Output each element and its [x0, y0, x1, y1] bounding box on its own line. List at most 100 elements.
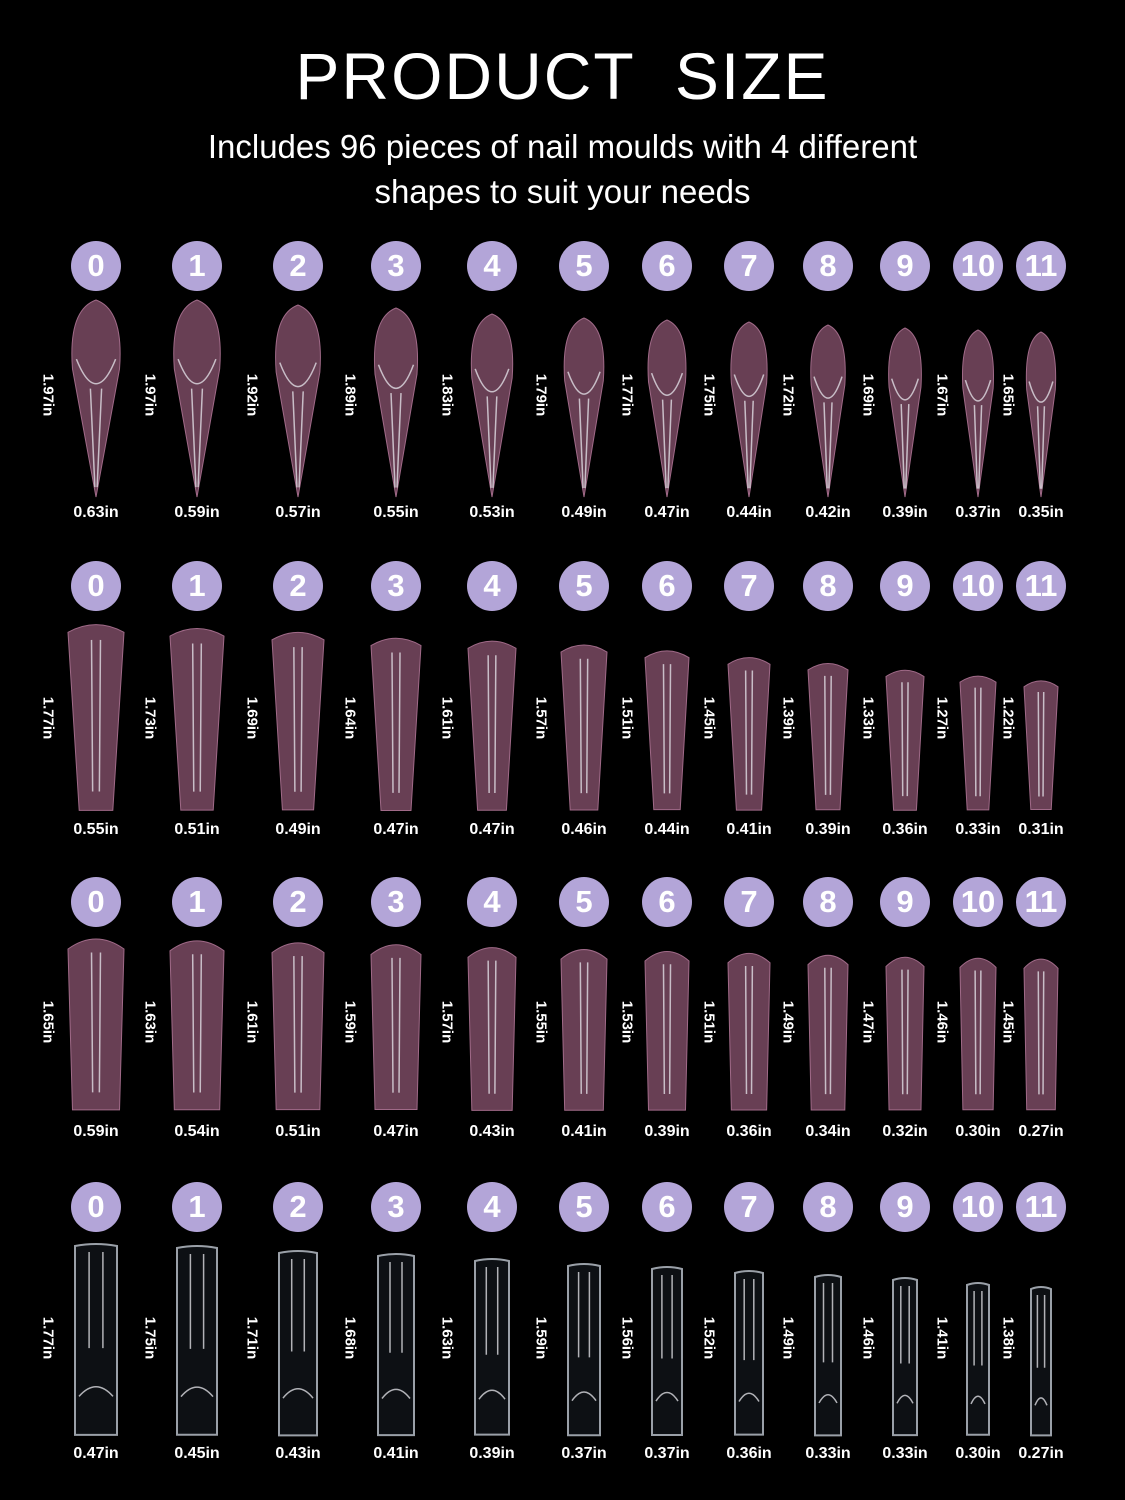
width-label: 0.63in — [73, 504, 119, 521]
nail-mould-stiletto — [961, 329, 995, 498]
nail-mould-stiletto — [173, 299, 221, 498]
size-badge: 2 — [273, 241, 323, 291]
size-badge: 10 — [953, 877, 1003, 927]
length-label: 1.61in — [243, 1000, 261, 1044]
size-badge: 2 — [273, 561, 323, 611]
nail-mould-square-round — [885, 956, 925, 1111]
width-label: 0.55in — [73, 821, 119, 838]
length-label: 1.68in — [341, 1316, 359, 1360]
width-label: 0.53in — [469, 504, 515, 521]
width-label: 0.43in — [469, 1123, 515, 1140]
length-label: 1.72in — [779, 373, 797, 417]
size-badge: 6 — [642, 1182, 692, 1232]
width-label: 0.41in — [726, 821, 772, 838]
length-label: 1.49in — [779, 1000, 797, 1044]
size-badge: 4 — [467, 241, 517, 291]
size-badge: 9 — [880, 241, 930, 291]
size-badge: 6 — [642, 561, 692, 611]
length-label: 1.46in — [859, 1316, 877, 1360]
width-label: 0.33in — [805, 1445, 851, 1462]
size-badge: 8 — [803, 241, 853, 291]
nail-mould-coffin — [169, 627, 225, 811]
length-label: 1.79in — [532, 373, 550, 417]
width-label: 0.31in — [1018, 821, 1064, 838]
width-label: 0.39in — [805, 821, 851, 838]
nail-mould-coffin — [67, 623, 125, 811]
nail-mould-stiletto — [470, 313, 514, 498]
width-label: 0.44in — [644, 821, 690, 838]
size-badge: 10 — [953, 241, 1003, 291]
size-badge: 1 — [172, 561, 222, 611]
width-label: 0.30in — [955, 1445, 1001, 1462]
size-badge: 0 — [71, 561, 121, 611]
nail-mould-square-round — [67, 938, 125, 1111]
width-label: 0.41in — [373, 1445, 419, 1462]
length-label: 1.65in — [39, 1000, 57, 1044]
width-label: 0.36in — [882, 821, 928, 838]
size-badge: 0 — [71, 877, 121, 927]
size-badge: 5 — [559, 241, 609, 291]
nail-mould-square-clear — [814, 1273, 842, 1436]
length-label: 1.56in — [618, 1316, 636, 1360]
size-badge: 9 — [880, 877, 930, 927]
length-label: 1.71in — [243, 1316, 261, 1360]
nail-mould-coffin — [885, 669, 925, 811]
width-label: 0.33in — [882, 1445, 928, 1462]
page-title: PRODUCT SIZE — [295, 39, 830, 113]
width-label: 0.47in — [373, 1123, 419, 1140]
size-badge: 8 — [803, 877, 853, 927]
length-label: 1.22in — [999, 696, 1017, 740]
nail-mould-square-clear — [74, 1243, 118, 1436]
width-label: 0.49in — [275, 821, 321, 838]
length-label: 1.59in — [532, 1316, 550, 1360]
size-badge: 3 — [371, 877, 421, 927]
nail-mould-stiletto — [71, 299, 121, 498]
nail-mould-square-round — [370, 944, 422, 1111]
length-label: 1.77in — [39, 696, 57, 740]
width-label: 0.47in — [644, 504, 690, 521]
length-label: 1.77in — [39, 1316, 57, 1360]
size-badge: 7 — [724, 241, 774, 291]
length-label: 1.38in — [999, 1316, 1017, 1360]
width-label: 0.39in — [469, 1445, 515, 1462]
size-badge: 8 — [803, 1182, 853, 1232]
length-label: 1.57in — [532, 696, 550, 740]
nail-mould-coffin — [560, 644, 608, 811]
nail-mould-square-round — [1023, 958, 1059, 1111]
width-label: 0.30in — [955, 1123, 1001, 1140]
length-label: 1.64in — [341, 696, 359, 740]
nail-mould-stiletto — [810, 324, 846, 498]
nail-mould-square-clear — [278, 1249, 318, 1436]
width-label: 0.27in — [1018, 1123, 1064, 1140]
width-label: 0.47in — [73, 1445, 119, 1462]
size-badge: 9 — [880, 1182, 930, 1232]
size-badge: 10 — [953, 1182, 1003, 1232]
nail-mould-stiletto — [647, 319, 687, 498]
size-badge: 5 — [559, 561, 609, 611]
length-label: 1.51in — [618, 696, 636, 740]
length-label: 1.47in — [859, 1000, 877, 1044]
length-label: 1.63in — [141, 1000, 159, 1044]
length-label: 1.52in — [700, 1316, 718, 1360]
width-label: 0.51in — [174, 821, 220, 838]
width-label: 0.33in — [955, 821, 1001, 838]
length-label: 1.83in — [438, 373, 456, 417]
width-label: 0.59in — [73, 1123, 119, 1140]
nail-mould-coffin — [271, 632, 325, 811]
subtitle-line-2: shapes to suit your needs — [374, 173, 751, 210]
length-label: 1.27in — [933, 696, 951, 740]
nail-mould-stiletto — [563, 317, 605, 498]
length-label: 1.75in — [700, 373, 718, 417]
nail-mould-square-clear — [651, 1265, 683, 1436]
size-badge: 2 — [273, 877, 323, 927]
subtitle-line-1: Includes 96 pieces of nail moulds with 4… — [207, 128, 918, 165]
width-label: 0.39in — [644, 1123, 690, 1140]
size-badge: 3 — [371, 561, 421, 611]
nail-mould-square-round — [644, 950, 690, 1111]
length-label: 1.45in — [700, 696, 718, 740]
length-label: 1.77in — [618, 373, 636, 417]
size-badge: 6 — [642, 877, 692, 927]
nail-mould-coffin — [727, 656, 771, 811]
width-label: 0.43in — [275, 1445, 321, 1462]
nail-mould-coffin — [644, 650, 690, 811]
